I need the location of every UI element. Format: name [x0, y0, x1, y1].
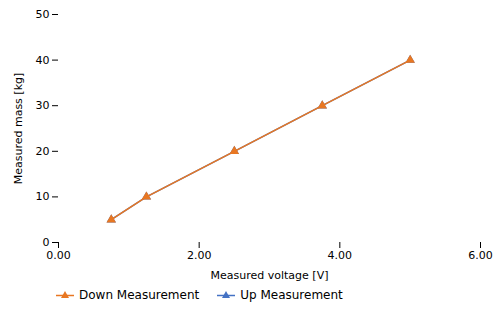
- svg-text:40: 40: [36, 54, 50, 67]
- svg-text:Measured voltage [V]: Measured voltage [V]: [211, 269, 329, 282]
- svg-text:4.00: 4.00: [328, 249, 353, 262]
- svg-text:Measured mass [kg]: Measured mass [kg]: [12, 73, 25, 185]
- svg-text:2.00: 2.00: [187, 249, 212, 262]
- svg-text:0: 0: [43, 236, 50, 249]
- svg-text:10: 10: [36, 190, 50, 203]
- svg-text:0.00: 0.00: [46, 249, 71, 262]
- svg-text:30: 30: [36, 99, 50, 112]
- svg-text:6.00: 6.00: [468, 249, 493, 262]
- svg-text:50: 50: [36, 8, 50, 21]
- html-text:Up Measurement: Up Measurement: [240, 288, 343, 302]
- svg-text:20: 20: [36, 145, 50, 158]
- html-text:Down Measurement: Down Measurement: [79, 288, 200, 302]
